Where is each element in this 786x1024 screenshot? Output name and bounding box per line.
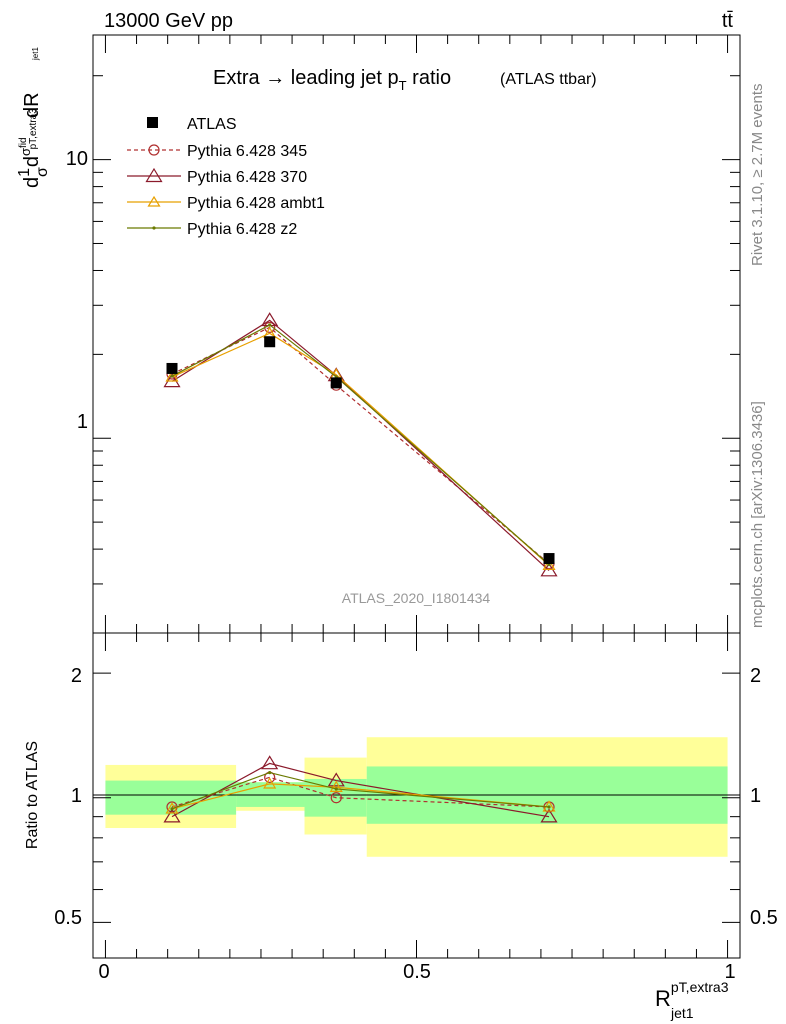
legend-marker-atlas [147, 117, 158, 128]
ratio-y-tick-label-2-right: 2 [750, 665, 761, 687]
ratio-point-pythia-6-428-ambt1-2 [329, 780, 343, 792]
ratio-point-pythia-6-428-z2-0 [170, 807, 174, 811]
ratio-xticks [104, 633, 729, 958]
main-y-tick-label-1: 1 [77, 411, 88, 433]
main-line-pythia-6-428-z2 [171, 324, 550, 566]
x-tick-label-0: 0 [98, 961, 109, 983]
main-point-atlas-0 [166, 362, 178, 374]
ratio-line-pythia-6-428-ambt1 [171, 783, 550, 810]
plot-title: Extra → leading jet pT ratio [213, 67, 451, 93]
ratio-point-pythia-6-428-z2-1 [268, 770, 272, 775]
legend: ATLAS Pythia 6.428 345 Pythia 6.428 370 … [127, 116, 325, 238]
main-line-pythia-6-428-ambt1 [171, 332, 550, 566]
analysis-watermark: ATLAS_2020_I1801434 [342, 590, 491, 606]
ratio-y-tick-label-0.5: 0.5 [54, 907, 82, 929]
ratio-point-pythia-6-428-370-3 [540, 808, 558, 823]
legend-label-345: Pythia 6.428 345 [187, 143, 307, 160]
main-point-atlas-3 [543, 553, 555, 565]
main-point-pythia-6-428-z2-0 [170, 374, 174, 378]
legend-marker-370 [145, 167, 163, 183]
legend-label-atlas: ATLAS [187, 116, 237, 133]
x-axis-label-sub: jet1 [670, 1005, 694, 1021]
ratio-point-pythia-6-428-370-1 [261, 755, 279, 770]
ratio-yticks [93, 672, 740, 923]
ratio-y-tick-label-1-right: 1 [750, 785, 761, 807]
ratio-panel: 0.5 1 2 0.5 1 2 Ratio to ATLAS 0 0.5 1 R… [24, 632, 778, 1021]
x-axis-label: RpT,extra3 [655, 979, 729, 1011]
main-point-atlas-1 [264, 336, 276, 348]
ratio-line-pythia-6-428-345 [171, 776, 550, 808]
main-panel: 1 10 d1σdσfidpT,extra3 dR jet1 Extra → l… [16, 34, 741, 634]
ratio-point-pythia-6-428-z2-2 [334, 787, 338, 791]
legend-label-ambt1: Pythia 6.428 ambt1 [187, 195, 325, 212]
ratio-y-tick-label-2: 2 [71, 665, 82, 687]
legend-marker-ambt1 [147, 195, 161, 207]
ratio-curves [163, 755, 558, 823]
main-y-axis-denominator: dR [21, 92, 43, 118]
ratio-y-tick-label-0.5-right: 0.5 [750, 907, 778, 929]
main-point-pythia-6-428-ambt1-3 [542, 558, 556, 571]
main-curves [163, 312, 558, 577]
header-energy-label: 13000 GeV pp [104, 10, 233, 32]
main-point-pythia-6-428-z2-1 [268, 323, 272, 327]
ratio-point-pythia-6-428-370-2 [327, 772, 345, 787]
legend-label-z2: Pythia 6.428 z2 [187, 221, 297, 238]
main-y-tick-label-10: 10 [66, 148, 88, 170]
mcplots-source-label: mcplots.cern.ch [arXiv:1306.3436] [749, 401, 766, 628]
x-tick-label-0.5: 0.5 [403, 961, 431, 983]
main-y-axis-label: d1σdσfidpT,extra3 [16, 108, 51, 188]
x-tick-label-1: 1 [724, 961, 735, 983]
legend-marker-345 [148, 144, 160, 156]
main-y-axis-denominator-sub: jet1 [31, 47, 40, 61]
ratio-point-pythia-6-428-ambt1-1 [263, 777, 277, 789]
ratio-point-pythia-6-428-370-0 [163, 808, 181, 823]
main-xticks [104, 35, 729, 633]
ratio-line-pythia-6-428-370 [171, 762, 550, 818]
main-point-atlas-2 [330, 377, 342, 389]
main-line-pythia-6-428-370 [171, 319, 550, 572]
ratio-point-pythia-6-428-345-2 [330, 792, 342, 804]
ratio-uncertainty-bands [105, 737, 728, 857]
legend-label-370: Pythia 6.428 370 [187, 169, 307, 186]
header-process-label: tt̄ [722, 10, 734, 32]
main-point-pythia-6-428-ambt1-0 [165, 370, 179, 382]
rivet-version-label: Rivet 3.1.10, ≥ 2.7M events [749, 84, 766, 267]
ratio-point-pythia-6-428-z2-3 [547, 805, 551, 809]
main-line-pythia-6-428-345 [171, 326, 550, 565]
ratio-line-pythia-6-428-z2 [171, 771, 550, 810]
plot-title-suffix: (ATLAS ttbar) [500, 71, 597, 88]
ratio-y-axis-label: Ratio to ATLAS [24, 741, 41, 849]
ratio-y-tick-label-1: 1 [71, 785, 82, 807]
legend-marker-z2 [152, 226, 156, 230]
